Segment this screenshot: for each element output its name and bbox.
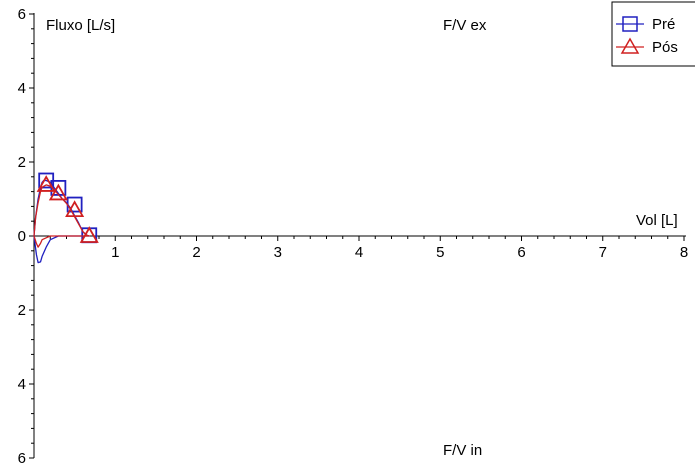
- y-tick-label: 2: [18, 302, 26, 319]
- x-tick-label: 4: [355, 244, 363, 261]
- legend-square-icon: [622, 16, 638, 32]
- legend-item-pre: Pré: [616, 16, 675, 33]
- annotation-in: F/V in: [443, 442, 482, 459]
- triangle-marker: [48, 183, 68, 201]
- triangle-marker: [36, 175, 56, 192]
- triangle-marker: [79, 226, 99, 243]
- x-tick-label: 5: [436, 244, 444, 261]
- annotation-ex: F/V ex: [443, 17, 487, 34]
- series-pos: [33, 175, 99, 248]
- series-layer: [33, 172, 99, 264]
- y-tick-label: 4: [18, 376, 26, 393]
- legend-item-pos: Pós: [616, 37, 678, 56]
- y-axis-label: Fluxo [L/s]: [46, 17, 115, 34]
- y-tick-label: 6: [18, 450, 26, 467]
- x-ticks: 1 2 3 4 5 6 7 8: [49, 236, 688, 261]
- x-tick-label: 1: [111, 244, 119, 261]
- y-tick-label: 0: [18, 228, 26, 245]
- triangle-marker: [65, 200, 85, 218]
- series-line: [33, 184, 90, 248]
- x-tick-label: 6: [517, 244, 525, 261]
- x-tick-label: 3: [274, 244, 282, 261]
- y-tick-label: 6: [18, 6, 26, 23]
- legend-label-pos: Pós: [652, 39, 678, 56]
- y-tick-label: 4: [18, 80, 26, 97]
- x-axis-label: Vol [L]: [636, 212, 678, 229]
- y-tick-label: 2: [18, 154, 26, 171]
- legend-triangle-icon: [620, 37, 640, 54]
- y-ticks: 6 4 2 0 2 4 6: [18, 6, 34, 467]
- x-tick-label: 2: [192, 244, 200, 261]
- axes: 1 2 3 4 5 6 7 8 6 4 2 0 2 4 6: [18, 6, 689, 467]
- legend-box: [611, 1, 695, 67]
- legend: Pré Pós: [611, 1, 695, 67]
- legend-label-pre: Pré: [652, 16, 675, 33]
- x-tick-label: 8: [680, 244, 688, 261]
- x-tick-label: 7: [599, 244, 607, 261]
